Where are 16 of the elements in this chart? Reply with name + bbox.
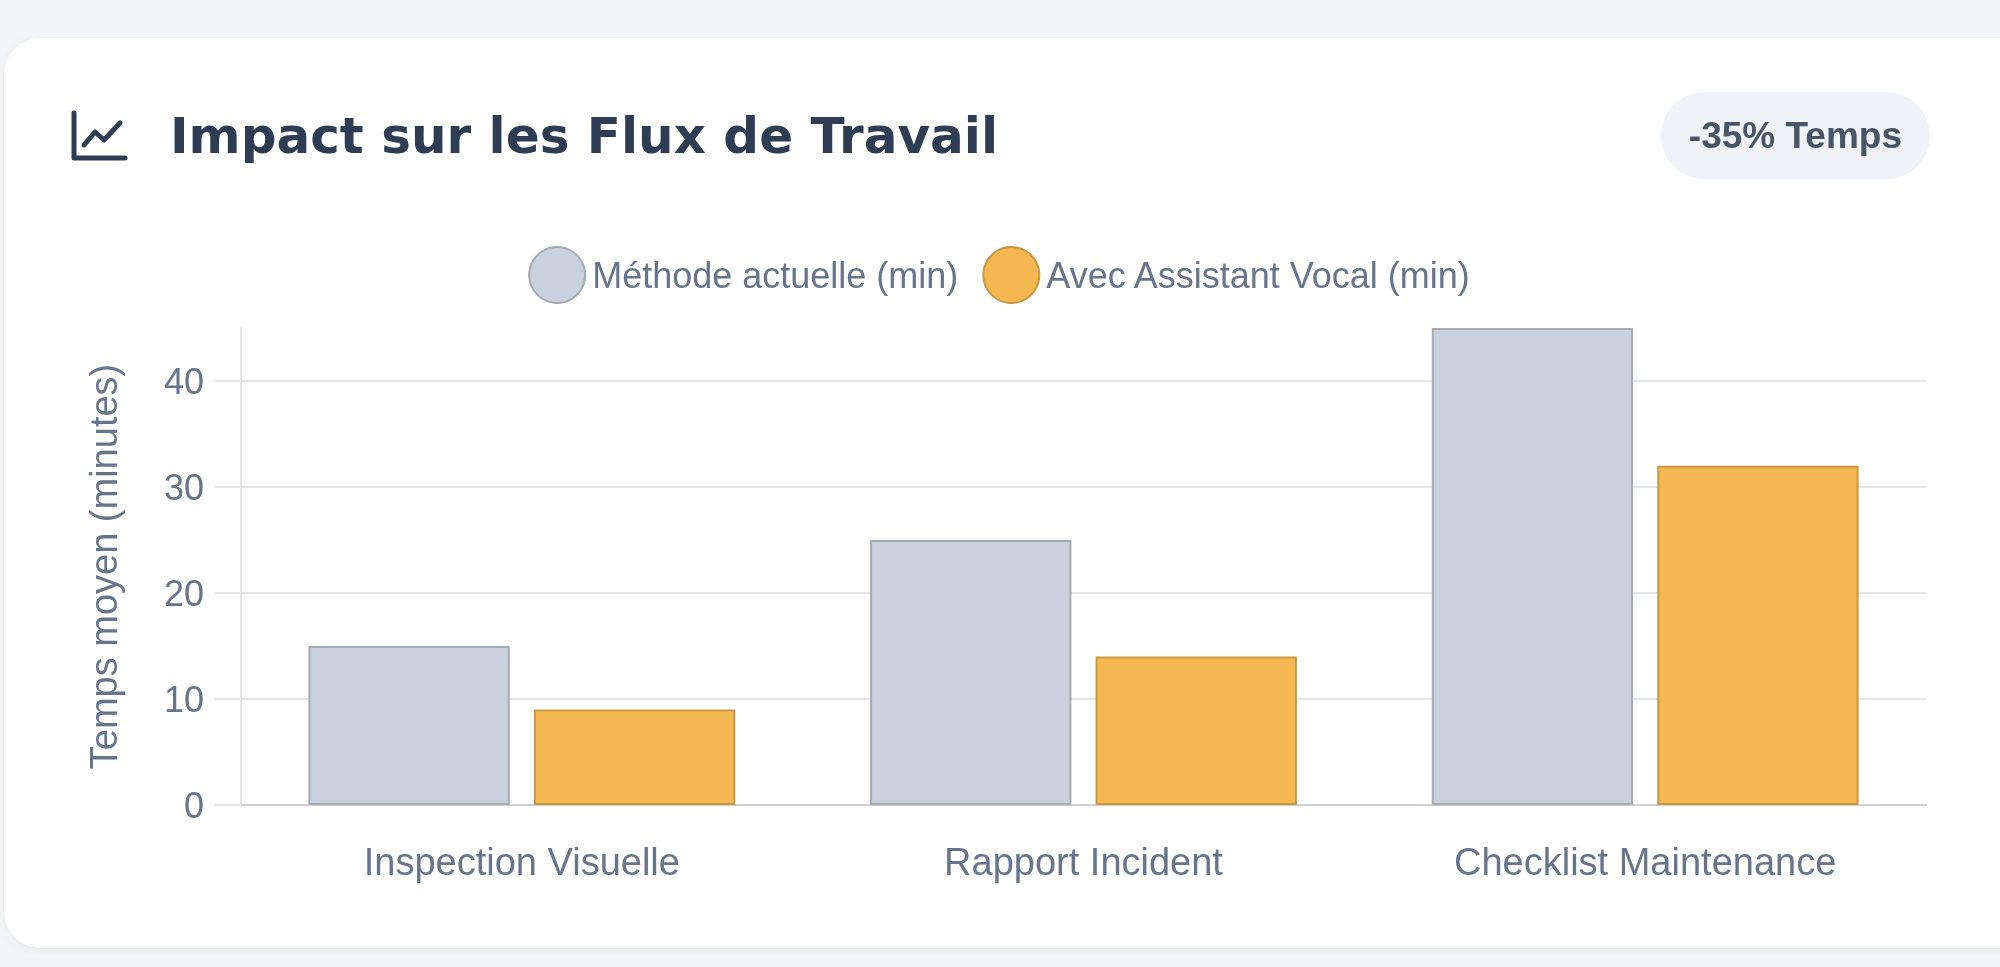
- bar: [533, 709, 736, 805]
- text: -35% Temps: [1660, 92, 1930, 179]
- x-tick-label: Checklist Maintenance: [1454, 841, 1837, 883]
- y-tick-label: 0: [183, 784, 204, 826]
- x-tick-label: Inspection Visuelle: [363, 841, 680, 883]
- bar: [1657, 465, 1859, 805]
- y-tick-label: 20: [163, 572, 204, 614]
- legend-label: Méthode actuelle (min): [592, 254, 959, 296]
- y-tick-label: 40: [163, 360, 204, 402]
- bar: [1095, 656, 1297, 805]
- y-tick-label: 10: [163, 678, 204, 720]
- x-tick-label: Rapport Incident: [944, 841, 1224, 883]
- y-tick-label: 30: [163, 466, 204, 508]
- y-axis-title: Temps moyen (minutes): [83, 363, 125, 770]
- legend-label: Avec Assistant Vocal (min): [1046, 254, 1470, 296]
- chart-title: Impact sur les Flux de Travail: [170, 107, 999, 165]
